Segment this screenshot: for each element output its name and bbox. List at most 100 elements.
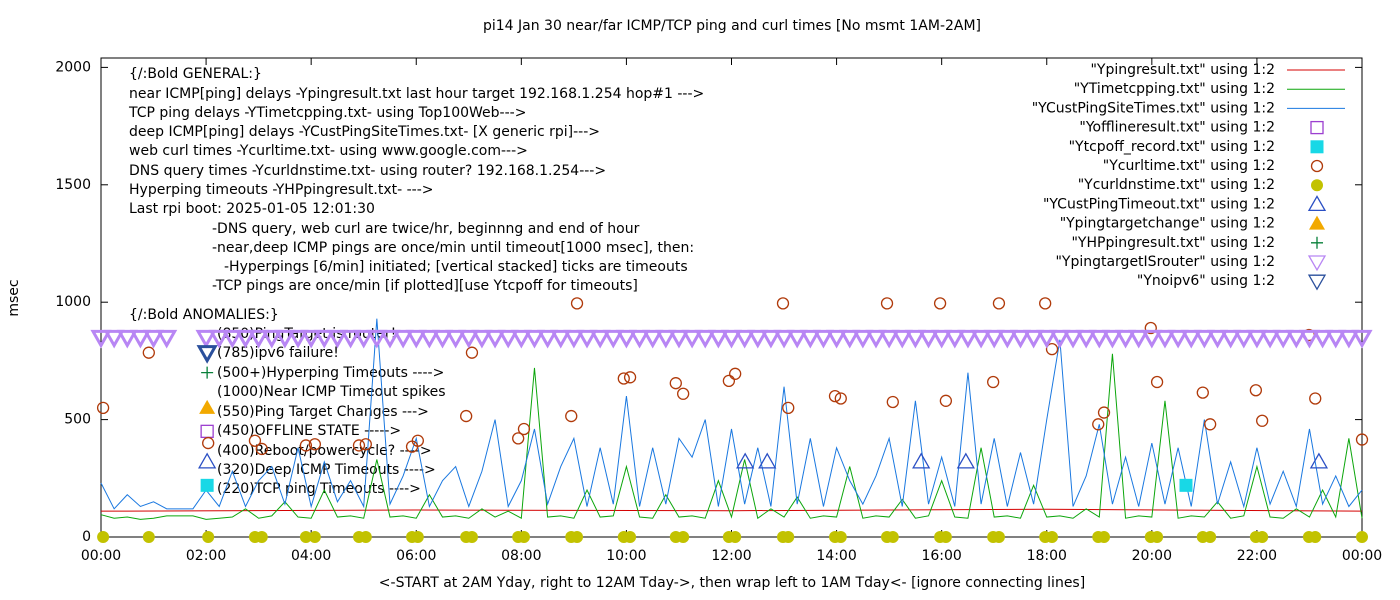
data-point [1285,329,1307,349]
data-point [570,297,584,310]
x-tick-label: 10:00 [606,548,646,564]
legend-symbol [1310,159,1324,173]
data-point [550,329,572,349]
legend-label: "Ytcpoff_record.txt" using 1:2 [1069,139,1275,155]
x-tick-label: 14:00 [816,548,856,564]
data-point [939,394,953,407]
data-point [1309,452,1329,469]
data-point [1088,329,1110,349]
data-point [129,329,151,349]
y-tick-label: 1000 [55,294,91,310]
data-point [1098,531,1111,543]
data-point [931,329,953,349]
data-point [96,401,110,415]
legend-label: "YCustPingTimeout.txt" using 1:2 [1043,196,1275,212]
y-axis-label: msec [6,279,22,316]
series-line [100,353,1363,520]
data-point [537,329,559,349]
data-point [933,297,947,310]
data-point [484,329,506,349]
data-point [339,329,362,349]
data-point [1154,329,1176,349]
data-point [431,329,454,349]
data-point [274,329,296,349]
data-point [156,329,178,349]
data-point [970,329,992,349]
annotation: (1000)Near ICMP Timeout spikes [217,384,446,400]
data-point [615,329,638,349]
data-point [828,389,842,403]
legend-label: "Ypingresult.txt" using 1:2 [1090,62,1275,78]
data-point [1097,406,1111,419]
data-point [497,329,519,349]
data-point [208,329,230,349]
y-tick-label: 1500 [55,177,91,193]
annotation: (785)ipv6 failure! [217,345,339,361]
legend-label: "Yofflineresult.txt" using 1:2 [1079,120,1275,136]
data-point [313,329,335,349]
data-point [326,329,349,349]
data-point [1128,329,1150,349]
x-tick-label: 08:00 [501,548,541,564]
data-point [523,329,546,349]
x-tick-label: 00:00 [81,548,121,564]
x-tick-label: 18:00 [1027,548,1067,564]
data-point [880,297,894,310]
data-point [669,377,682,390]
data-point [1204,531,1217,543]
data-point [196,345,218,364]
data-point [460,409,473,423]
data-point [565,409,578,423]
data-point [886,531,899,543]
data-point [202,531,215,543]
data-point [776,297,790,310]
data-point [97,531,110,543]
data-point [996,329,1018,349]
data-point [1206,329,1229,349]
data-point [617,372,630,385]
data-point [624,531,637,543]
data-point [1101,329,1124,349]
data-point [707,329,729,349]
data-point [799,329,821,349]
data-point [90,329,112,349]
data-point [1309,531,1322,543]
data-point [722,374,736,388]
data-point [1180,329,1202,349]
x-tick-label: 16:00 [921,548,961,564]
data-point [1114,329,1137,349]
x-tick-label: 12:00 [711,548,751,564]
legend-symbol [1311,179,1323,192]
data-point [563,329,585,349]
data-point [677,387,690,400]
x-tick-label: 20:00 [1132,548,1172,564]
data-point [1246,329,1268,349]
annotation: TCP ping delays -YTimetcpping.txt- using… [128,105,526,121]
data-point [1193,329,1215,349]
legend-symbol [1310,120,1324,135]
data-point [1355,433,1369,446]
data-point [1220,329,1242,349]
data-point [1325,329,1347,349]
data-point [248,329,270,349]
data-point [939,531,952,543]
annotation: Hyperping timeouts -YHPpingresult.txt- -… [129,182,434,198]
data-point [248,434,262,447]
data-point [576,329,598,349]
y-tick-label: 2000 [55,59,91,75]
data-point [517,531,530,543]
data-point [668,329,690,349]
annotation: -Hyperpings [6/min] initiated; [vertical… [224,259,688,275]
data-point [471,329,493,349]
data-point [1356,531,1368,543]
legend-label: "YTimetcpping.txt" using 1:2 [1074,81,1275,97]
annotation: Last rpi boot: 2025-01-05 12:01:30 [129,201,375,217]
data-point [878,329,900,349]
data-point [198,452,217,469]
data-point [1045,343,1059,356]
data-point [1141,329,1163,349]
data-point [299,531,312,543]
data-point [886,395,899,409]
legend-symbol [1307,195,1327,212]
